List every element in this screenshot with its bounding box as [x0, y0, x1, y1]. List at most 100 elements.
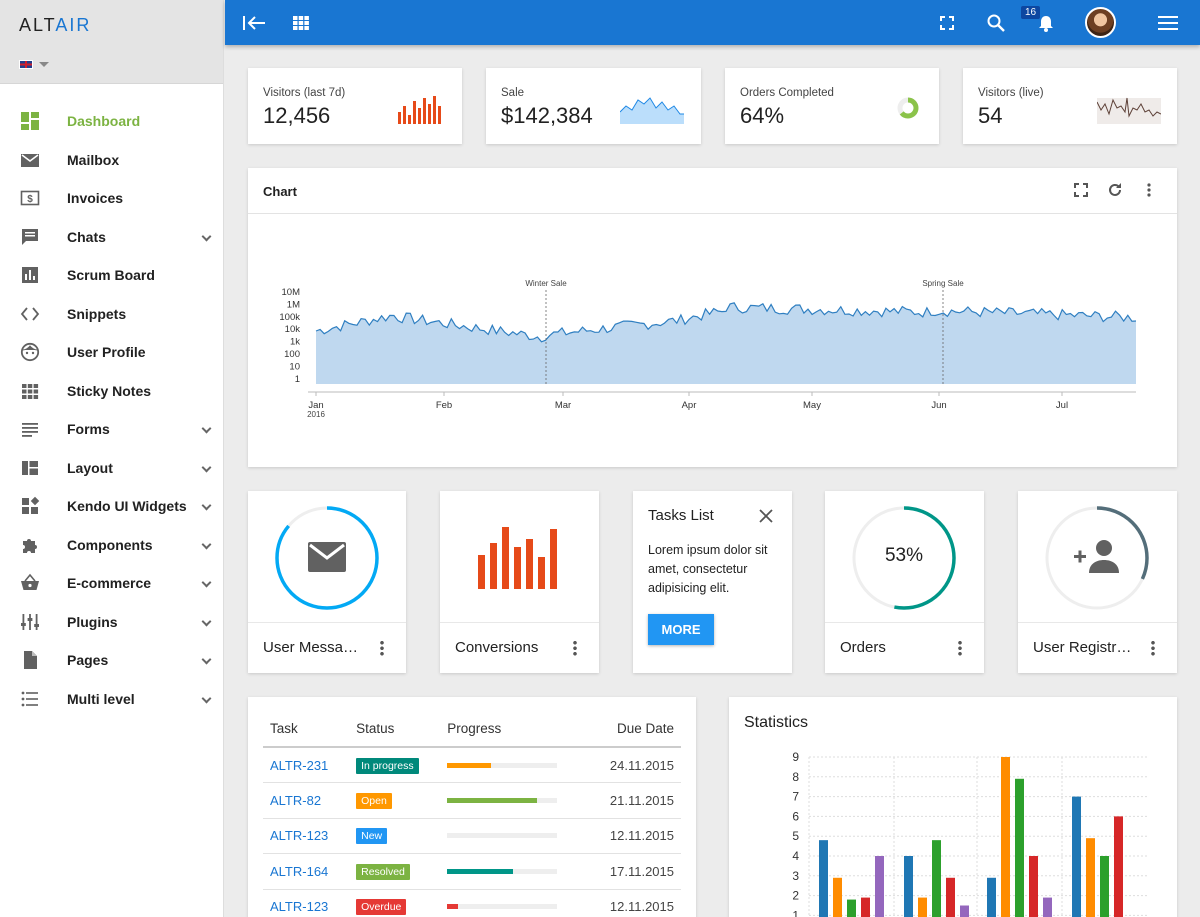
task-link[interactable]: ALTR-82: [270, 792, 322, 808]
column-header: Progress: [440, 715, 588, 748]
sidebar-item-layout[interactable]: Layout: [0, 449, 223, 488]
progress-bar: [447, 762, 558, 768]
stat-card-visitors-live: Visitors (live) 54: [963, 68, 1177, 144]
sidebar-item-multi-level[interactable]: Multi level: [0, 680, 223, 719]
sidebar-item-label: Chats: [67, 228, 106, 245]
table-row: ALTR-123 New 12.11.2015: [263, 818, 681, 854]
sale-line-sparkline: [620, 97, 684, 124]
task-link[interactable]: ALTR-164: [270, 863, 329, 879]
chart-fullscreen-icon[interactable]: [1073, 182, 1089, 198]
sidebar-item-label: Scrum Board: [67, 267, 155, 284]
sidebar-item-user-profile[interactable]: User Profile: [0, 333, 223, 372]
tile-more-icon[interactable]: [958, 640, 962, 656]
sidebar-item-plugins[interactable]: Plugins: [0, 603, 223, 642]
bar: [1100, 856, 1109, 917]
x-tick-label: Jul: [1056, 400, 1068, 411]
task-cell: ALTR-164: [263, 853, 350, 890]
sidebar-item-label: Multi level: [67, 690, 135, 707]
hamburger-icon: [1158, 15, 1178, 30]
orders-tile[interactable]: 53% Orders: [825, 491, 984, 673]
bar: [1114, 816, 1123, 917]
visitors-bar-sparkline: [398, 96, 441, 124]
stat-value: 12,456: [263, 103, 331, 128]
notifications-button[interactable]: [1035, 0, 1057, 45]
progress-bar: [447, 904, 558, 910]
sidebar-item-scrum-board[interactable]: Scrum Board: [0, 256, 223, 295]
status-cell: New: [349, 818, 441, 854]
task-link[interactable]: ALTR-123: [270, 828, 329, 844]
conversions-tile[interactable]: Conversions: [440, 491, 599, 673]
code-icon: [20, 304, 40, 324]
sidebar-item-e-commerce[interactable]: E-commerce: [0, 564, 223, 603]
y-tick-label: 4: [792, 849, 799, 863]
table-row: ALTR-164 Resolved 17.11.2015: [263, 853, 681, 890]
registrations-progress-ring: [1045, 506, 1149, 610]
tile-more-icon[interactable]: [573, 640, 577, 656]
status-badge: In progress: [356, 757, 419, 774]
messages-progress-ring: [275, 506, 379, 610]
svg-text:$: $: [27, 194, 33, 205]
sidebar-item-sticky-notes[interactable]: Sticky Notes: [0, 372, 223, 411]
search-icon: [987, 14, 1005, 32]
sidebar-item-chats[interactable]: Chats: [0, 218, 223, 257]
chart-more-icon[interactable]: [1141, 182, 1157, 198]
equalizer-icon: [20, 612, 40, 632]
task-link[interactable]: ALTR-123: [270, 899, 329, 915]
user-messages-tile[interactable]: User Messages: [248, 491, 406, 673]
chevron-down-icon: [201, 423, 212, 434]
sidebar-item-label: User Profile: [67, 344, 146, 361]
table-row: ALTR-123 Overdue 12.11.2015: [263, 889, 681, 917]
sidebar-item-invoices[interactable]: $ Invoices: [0, 179, 223, 218]
tasks-table: Task Status Progress Due Date ALTR-231 In pr…: [263, 715, 681, 917]
sidebar-item-kendo-ui-widgets[interactable]: Kendo UI Widgets: [0, 487, 223, 526]
tile-more-icon[interactable]: [1151, 640, 1155, 656]
sidebar-item-forms[interactable]: Forms: [0, 410, 223, 449]
chart-refresh-icon[interactable]: [1107, 182, 1123, 198]
sidebar-item-label: Sticky Notes: [67, 382, 152, 399]
task-cell: ALTR-123: [263, 889, 350, 917]
more-button[interactable]: MORE: [648, 614, 714, 645]
sidebar-item-mailbox[interactable]: Mailbox: [0, 141, 223, 180]
chevron-down-icon: [201, 500, 212, 511]
user-avatar[interactable]: [1085, 7, 1116, 38]
close-icon[interactable]: [758, 508, 774, 524]
chevron-down-icon: [201, 654, 212, 665]
user-registrations-tile[interactable]: User Registrations: [1018, 491, 1177, 673]
progress-fill: [447, 797, 538, 803]
y-tick-label: 3: [792, 869, 799, 883]
collapse-sidebar-button[interactable]: [239, 0, 269, 45]
due-date: 21.11.2015: [587, 782, 681, 819]
bar: [875, 856, 884, 917]
y-tick-label: 6: [792, 809, 799, 823]
due-date: 12.11.2015: [587, 889, 681, 917]
tasks-list-text: Lorem ipsum dolor sit amet, consectetur …: [648, 543, 768, 595]
language-selector[interactable]: [19, 60, 49, 69]
tile-footer: User Registrations: [1018, 622, 1177, 673]
sidebar-item-dashboard[interactable]: Dashboard: [0, 102, 223, 141]
tile-more-icon[interactable]: [380, 640, 384, 656]
uk-flag-icon: [19, 60, 33, 69]
statistics-title: Statistics: [744, 714, 809, 731]
status-badge: New: [356, 828, 388, 845]
apps-button[interactable]: [289, 0, 313, 45]
chart-divider: [248, 213, 1177, 214]
status-badge: Resolved: [356, 863, 410, 880]
search-button[interactable]: [985, 0, 1007, 45]
tile-label: User Messages: [263, 639, 363, 656]
sidebar-item-snippets[interactable]: Snippets: [0, 295, 223, 334]
stat-card-visitors-7d: Visitors (last 7d) 12,456: [248, 68, 462, 144]
live-visitors-sparkline: [1097, 97, 1161, 124]
top-header: 16: [225, 0, 1200, 45]
y-tick-label: 10M: [282, 287, 301, 298]
menu-button[interactable]: [1156, 0, 1180, 45]
task-link[interactable]: ALTR-231: [270, 757, 329, 773]
sidebar-item-pages[interactable]: Pages: [0, 641, 223, 680]
sidebar-item-components[interactable]: Components: [0, 526, 223, 565]
fullscreen-button[interactable]: [936, 0, 958, 45]
scrum-board-icon: [20, 265, 40, 285]
sidebar-item-label: Layout: [67, 459, 113, 476]
annotation-label: Spring Sale: [922, 279, 964, 288]
logo[interactable]: ALTAIR: [19, 15, 92, 35]
y-tick-label: 100k: [279, 312, 300, 323]
progress-cell: [440, 889, 588, 917]
